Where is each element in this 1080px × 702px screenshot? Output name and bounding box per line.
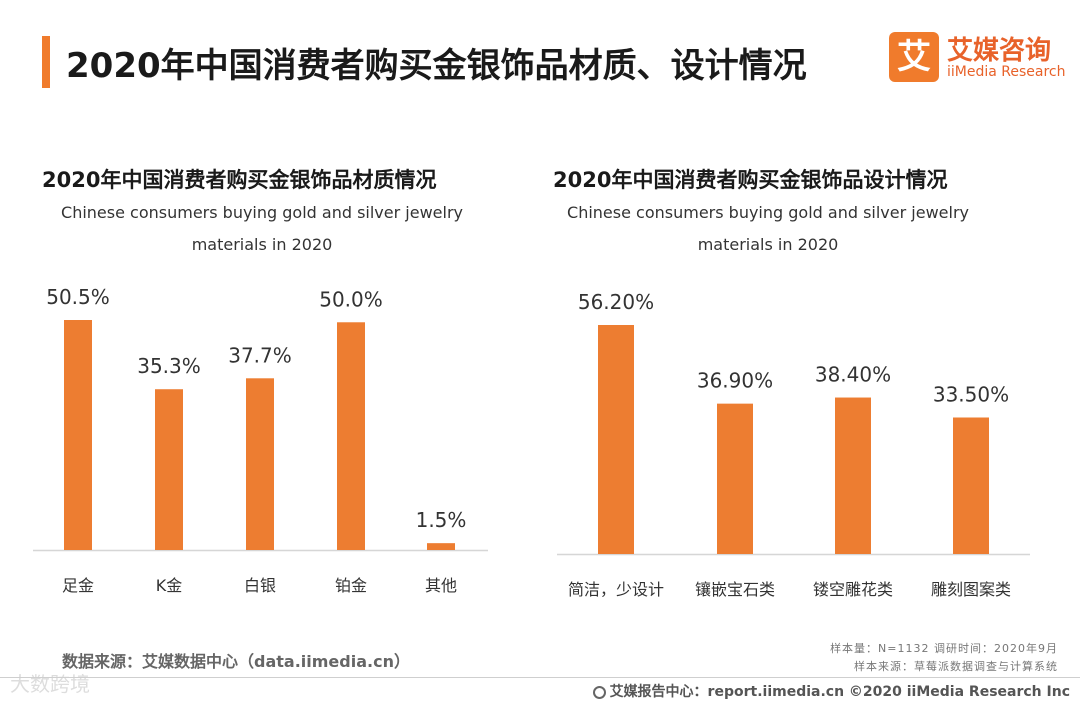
right-chart-subtitle-line1: Chinese consumers buying gold and silver… — [567, 203, 969, 222]
left-chart-subtitle: Chinese consumers buying gold and silver… — [22, 197, 502, 261]
right-value-label-1: 56.20% — [578, 290, 654, 314]
right-category-label-3: 镂空雕花类 — [813, 580, 893, 599]
right-chart-title: 2020年中国消费者购买金银饰品设计情况 — [553, 168, 948, 192]
right-bar-4 — [953, 417, 989, 554]
left-bar-1 — [64, 320, 92, 550]
left-chart-subtitle-line2: materials in 2020 — [191, 235, 333, 254]
sample-source: 样本来源：草莓派数据调查与计算系统 — [854, 660, 1058, 673]
left-category-label-4: 铂金 — [335, 576, 367, 595]
globe-icon — [592, 686, 606, 699]
right-value-label-2: 36.90% — [697, 369, 773, 393]
iimedia-logo: 艾 艾媒咨询 iiMedia Research — [889, 30, 1069, 90]
left-value-label-4: 50.0% — [319, 287, 383, 311]
right-category-label-2: 镶嵌宝石类 — [695, 580, 775, 599]
footer-text: 艾媒报告中心：report.iimedia.cn ©2020 iiMedia R… — [609, 684, 1070, 700]
right-bar-2 — [717, 403, 753, 554]
logo-mark: 艾 — [889, 32, 939, 82]
left-bar-4 — [337, 322, 365, 550]
left-bar-5 — [427, 543, 455, 550]
footer-divider — [0, 677, 1080, 678]
left-value-label-3: 37.7% — [228, 343, 292, 367]
left-chart-subtitle-line1: Chinese consumers buying gold and silver… — [61, 203, 463, 222]
left-category-label-1: 足金 — [62, 576, 94, 595]
sample-info: 样本量：N=1132 调研时间：2020年9月 — [830, 642, 1058, 655]
left-value-label-2: 35.3% — [137, 354, 201, 378]
title-accent-bar — [42, 36, 50, 88]
right-category-label-4: 雕刻图案类 — [931, 580, 1011, 599]
left-value-label-1: 50.5% — [46, 285, 110, 309]
right-value-label-4: 33.50% — [933, 382, 1009, 406]
right-bar-3 — [835, 397, 871, 554]
left-bar-3 — [246, 378, 274, 550]
left-category-label-5: 其他 — [425, 576, 457, 595]
data-source: 数据来源：艾媒数据中心（data.iimedia.cn） — [62, 652, 410, 671]
right-chart-subtitle-line2: materials in 2020 — [697, 235, 839, 254]
logo-name-en: iiMedia Research — [947, 64, 1066, 80]
logo-name-cn: 艾媒咨询 — [947, 36, 1052, 66]
right-chart-subtitle: Chinese consumers buying gold and silver… — [528, 197, 1008, 261]
left-bar-2 — [155, 389, 183, 550]
right-bar-1 — [598, 325, 634, 554]
right-category-label-1: 简洁，少设计 — [568, 580, 664, 599]
footer: 艾媒报告中心：report.iimedia.cn ©2020 iiMedia R… — [592, 681, 1070, 701]
left-category-label-2: K金 — [156, 576, 183, 595]
left-value-label-5: 1.5% — [416, 508, 467, 532]
right-value-label-3: 38.40% — [815, 363, 891, 387]
watermark: 大数跨境 — [10, 672, 90, 696]
page-title: 2020年中国消费者购买金银饰品材质、设计情况 — [66, 46, 807, 86]
left-chart-title: 2020年中国消费者购买金银饰品材质情况 — [42, 168, 437, 192]
left-category-label-3: 白银 — [244, 576, 276, 595]
